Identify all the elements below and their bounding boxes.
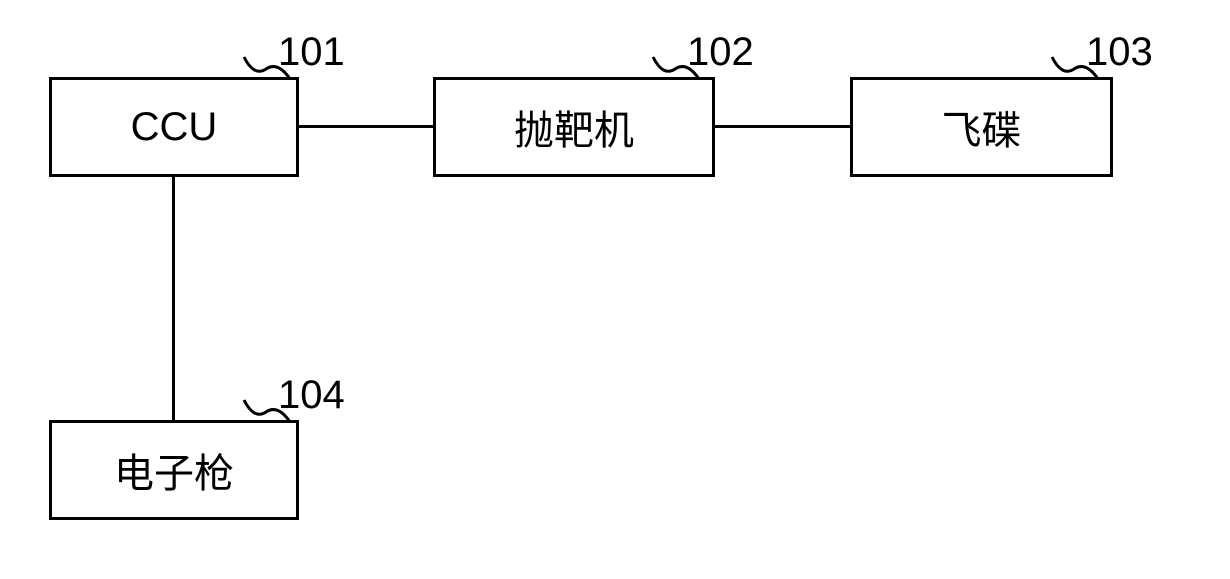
block-ccu-label: CCU bbox=[131, 105, 218, 150]
ref-label-104: 104 bbox=[278, 373, 345, 418]
edge-101-104 bbox=[172, 177, 175, 420]
ref-label-103: 103 bbox=[1086, 30, 1153, 75]
edge-102-103 bbox=[715, 125, 850, 128]
ref-label-102: 102 bbox=[687, 30, 754, 75]
block-egun-label: 电子枪 bbox=[114, 441, 234, 499]
ref-label-101: 101 bbox=[278, 30, 345, 75]
block-egun: 电子枪 bbox=[49, 420, 299, 520]
block-thrower-label: 抛靶机 bbox=[514, 98, 634, 156]
block-thrower: 抛靶机 bbox=[433, 77, 715, 177]
edge-101-102 bbox=[299, 125, 433, 128]
block-clay: 飞碟 bbox=[850, 77, 1113, 177]
block-clay-label: 飞碟 bbox=[942, 98, 1022, 156]
block-ccu: CCU bbox=[49, 77, 299, 177]
